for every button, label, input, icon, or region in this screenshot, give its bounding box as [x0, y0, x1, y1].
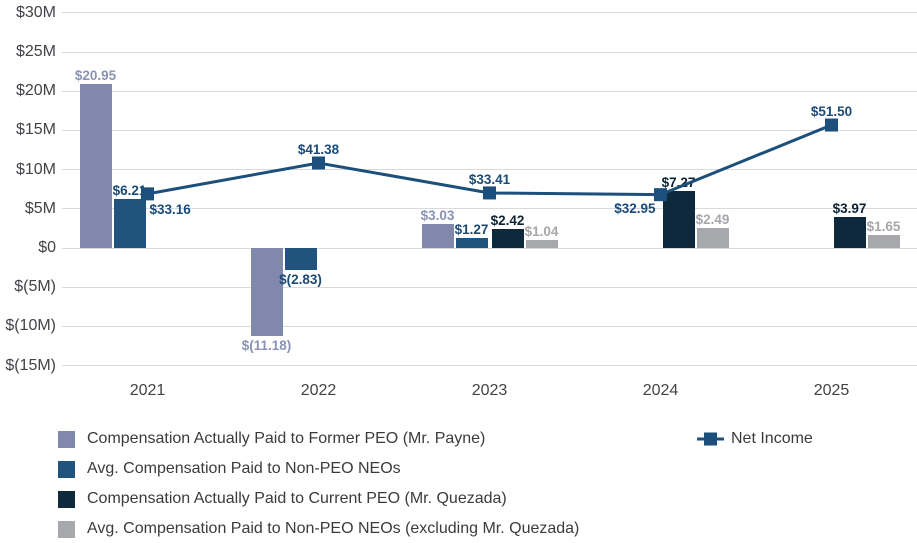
gridline	[62, 325, 917, 327]
bar	[491, 229, 524, 248]
y-axis-tick-label: $15M	[15, 121, 56, 139]
bar	[455, 238, 488, 248]
net-income-value-label: $33.16	[149, 201, 191, 217]
y-axis-tick-label: $5M	[24, 199, 56, 217]
bar-value-label: $3.97	[832, 200, 867, 216]
gridline	[62, 247, 917, 249]
bar	[833, 216, 866, 248]
y-axis-tick-label: $0	[38, 239, 56, 256]
x-axis-tick-label: 2023	[471, 382, 508, 399]
bar	[284, 248, 317, 271]
bar	[662, 191, 695, 248]
legend-label-non-peo-neos-excluding: Avg. Compensation Paid to Non-PEO NEOs (…	[87, 520, 580, 537]
legend-label-net-income: Net Income	[731, 430, 813, 447]
bar-value-label: $(2.83)	[279, 272, 322, 288]
x-axis-tick-label: 2024	[642, 382, 679, 399]
bar	[113, 199, 146, 248]
legend-item-current-peo: Compensation Actually Paid to Current PE…	[58, 490, 507, 508]
x-axis-tick-label: 2022	[300, 382, 337, 399]
net-income-value-label: $51.50	[810, 104, 853, 120]
bar-value-label: $1.04	[524, 223, 559, 239]
y-axis-tick-label: $10M	[15, 160, 56, 178]
bar	[421, 224, 454, 248]
legend-swatch-non-peo-neos	[58, 460, 75, 478]
net-income-value-label: $33.41	[468, 171, 511, 187]
legend-swatch-current-peo	[58, 490, 75, 508]
legend-swatch-former-peo	[58, 430, 75, 448]
legend-item-net-income: Net Income	[697, 430, 813, 448]
y-axis-tick-label: $30M	[15, 3, 56, 21]
bar	[525, 239, 558, 248]
y-axis-tick-label: $(15M)	[5, 356, 56, 374]
legend-label-current-peo: Compensation Actually Paid to Current PE…	[87, 490, 507, 507]
net-income-value-label: $32.95	[614, 200, 656, 216]
legend-label-former-peo: Compensation Actually Paid to Former PEO…	[87, 430, 486, 447]
bar-value-label: $2.49	[695, 212, 730, 228]
gridline	[62, 12, 917, 14]
net-income-legend-marker-icon	[697, 432, 724, 446]
gridline	[62, 286, 917, 288]
x-axis-tick-label: 2025	[813, 382, 850, 399]
legend-label-non-peo-neos: Avg. Compensation Paid to Non-PEO NEOs	[87, 460, 401, 477]
bar	[867, 235, 900, 248]
y-axis-tick-label: $(5M)	[14, 278, 56, 296]
legend-swatch-non-peo-neos-excluding	[58, 520, 75, 538]
net-income-value-label: $41.38	[297, 142, 340, 158]
bar-value-label: $2.42	[490, 213, 525, 229]
bar-value-label: $3.03	[420, 208, 455, 224]
bar-value-label: $1.65	[866, 219, 901, 235]
y-axis-tick-label: $(10M)	[5, 317, 56, 335]
bar-value-label: $6.21	[112, 183, 147, 199]
y-axis-tick-label: $20M	[15, 82, 56, 100]
y-axis-tick-label: $25M	[15, 43, 56, 60]
gridline	[62, 51, 917, 53]
bar-value-label: $1.27	[454, 222, 489, 238]
legend-item-non-peo-neos-excluding: Avg. Compensation Paid to Non-PEO NEOs (…	[58, 520, 579, 538]
legend-item-non-peo-neos: Avg. Compensation Paid to Non-PEO NEOs	[58, 460, 401, 478]
gridline	[62, 208, 917, 210]
bar-value-label: $20.95	[74, 67, 117, 83]
legend-item-former-peo: Compensation Actually Paid to Former PEO…	[58, 430, 485, 448]
x-axis-tick-label: 2021	[129, 382, 166, 399]
bar	[79, 83, 112, 248]
gridline	[62, 365, 917, 367]
bar	[696, 228, 729, 248]
bar-value-label: $(11.18)	[241, 337, 292, 353]
gridline	[62, 90, 917, 92]
bar	[250, 248, 283, 336]
